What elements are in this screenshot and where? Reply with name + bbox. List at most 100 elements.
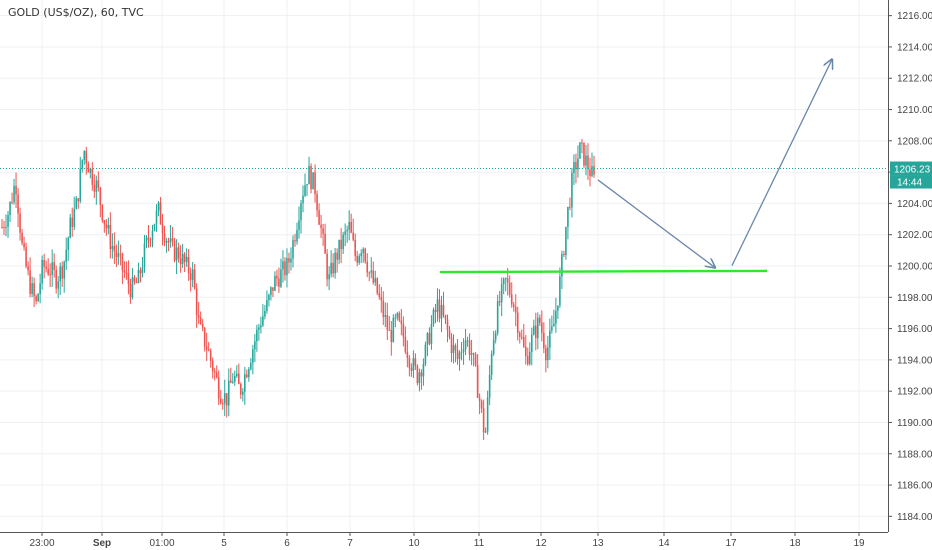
candle-body — [5, 226, 7, 228]
candle-body — [444, 315, 447, 320]
candle-body — [235, 373, 238, 376]
candle-body — [83, 151, 86, 160]
candle-body — [394, 317, 397, 319]
candle-body — [73, 208, 76, 227]
candle-body — [372, 270, 375, 283]
candle-body — [223, 393, 226, 404]
candle-body — [238, 373, 240, 385]
candle-body — [502, 278, 505, 285]
candle-body — [233, 375, 236, 382]
candle-body — [565, 226, 567, 255]
candle-body — [203, 327, 206, 347]
candle-body — [418, 372, 421, 384]
candle-body — [143, 243, 146, 268]
candle-body — [213, 371, 216, 373]
candle-body — [201, 323, 204, 328]
candle-body — [91, 168, 94, 185]
candle-body — [358, 256, 361, 263]
candle-body — [547, 347, 549, 361]
candle-body — [430, 324, 433, 344]
candle-body — [518, 332, 521, 337]
candle-body — [113, 246, 116, 252]
candle-body — [248, 369, 250, 378]
candle-body — [109, 224, 112, 250]
x-tick-label: 10 — [408, 538, 420, 549]
candle-body — [282, 261, 284, 270]
candle-body — [382, 300, 385, 317]
candle-body — [524, 346, 527, 357]
x-tick-label: 11 — [474, 538, 485, 549]
candle-body — [7, 214, 9, 227]
candle-body — [137, 269, 140, 283]
candle-body — [316, 194, 318, 211]
candle-body — [344, 231, 346, 235]
candle-body — [89, 168, 92, 173]
candle-body — [298, 220, 300, 230]
candle-body — [296, 229, 298, 242]
support-line — [439, 269, 768, 274]
candle-body — [67, 238, 70, 250]
candle-body — [412, 358, 415, 371]
candle-body — [260, 325, 262, 328]
candle-body — [557, 305, 559, 311]
candle-body — [492, 339, 495, 354]
candle-body — [270, 287, 272, 295]
candle-body — [292, 240, 294, 259]
candle-body — [318, 210, 320, 225]
candle-body — [29, 270, 31, 294]
candle-body — [563, 253, 565, 255]
candle-body — [468, 340, 471, 355]
candle-body — [3, 227, 5, 229]
candle-body — [221, 403, 224, 405]
candle-body — [41, 260, 43, 284]
candle-body — [464, 340, 467, 350]
candle-body — [207, 349, 210, 351]
x-tick-label: 18 — [789, 538, 801, 549]
candle-body — [123, 270, 126, 273]
candle-body — [583, 142, 585, 166]
candle-body — [155, 210, 158, 225]
candle-body — [561, 253, 563, 277]
candle-body — [147, 237, 150, 240]
candle-body — [428, 333, 431, 344]
candle-body — [370, 270, 373, 273]
candle-body — [543, 332, 545, 349]
x-tick-label: 12 — [535, 538, 547, 549]
candle-body — [390, 329, 393, 342]
candle-body — [392, 317, 395, 342]
candle-body — [274, 275, 276, 291]
candle-body — [165, 240, 168, 243]
candle-body — [135, 281, 138, 283]
candle-body — [476, 365, 479, 398]
candle-body — [95, 180, 98, 192]
candle-body — [288, 258, 290, 263]
candle-body — [300, 203, 302, 221]
candle-body — [577, 158, 579, 170]
candle-body — [15, 185, 17, 195]
candle-body — [539, 317, 541, 323]
candle-body — [522, 337, 525, 347]
y-tick-label: 1196.00 — [897, 324, 932, 335]
candle-body — [474, 354, 477, 366]
candle-body — [23, 243, 25, 248]
candle-body — [219, 398, 222, 404]
candle-body — [408, 357, 411, 368]
candles — [1, 139, 595, 441]
candle-body — [302, 195, 304, 204]
candle-body — [63, 261, 66, 279]
y-tick-label: 1194.00 — [897, 355, 932, 366]
candle-body — [591, 166, 593, 176]
candle-body — [51, 262, 53, 275]
candle-body — [360, 253, 363, 257]
candle-body — [266, 300, 268, 311]
projection-arrow-up — [731, 59, 832, 266]
candle-body — [191, 269, 194, 280]
candle-body — [448, 330, 451, 338]
candle-body — [276, 275, 278, 279]
candle-body — [27, 266, 29, 271]
candle-body — [9, 202, 11, 215]
candle-body — [320, 224, 322, 229]
candle-body — [348, 222, 350, 230]
